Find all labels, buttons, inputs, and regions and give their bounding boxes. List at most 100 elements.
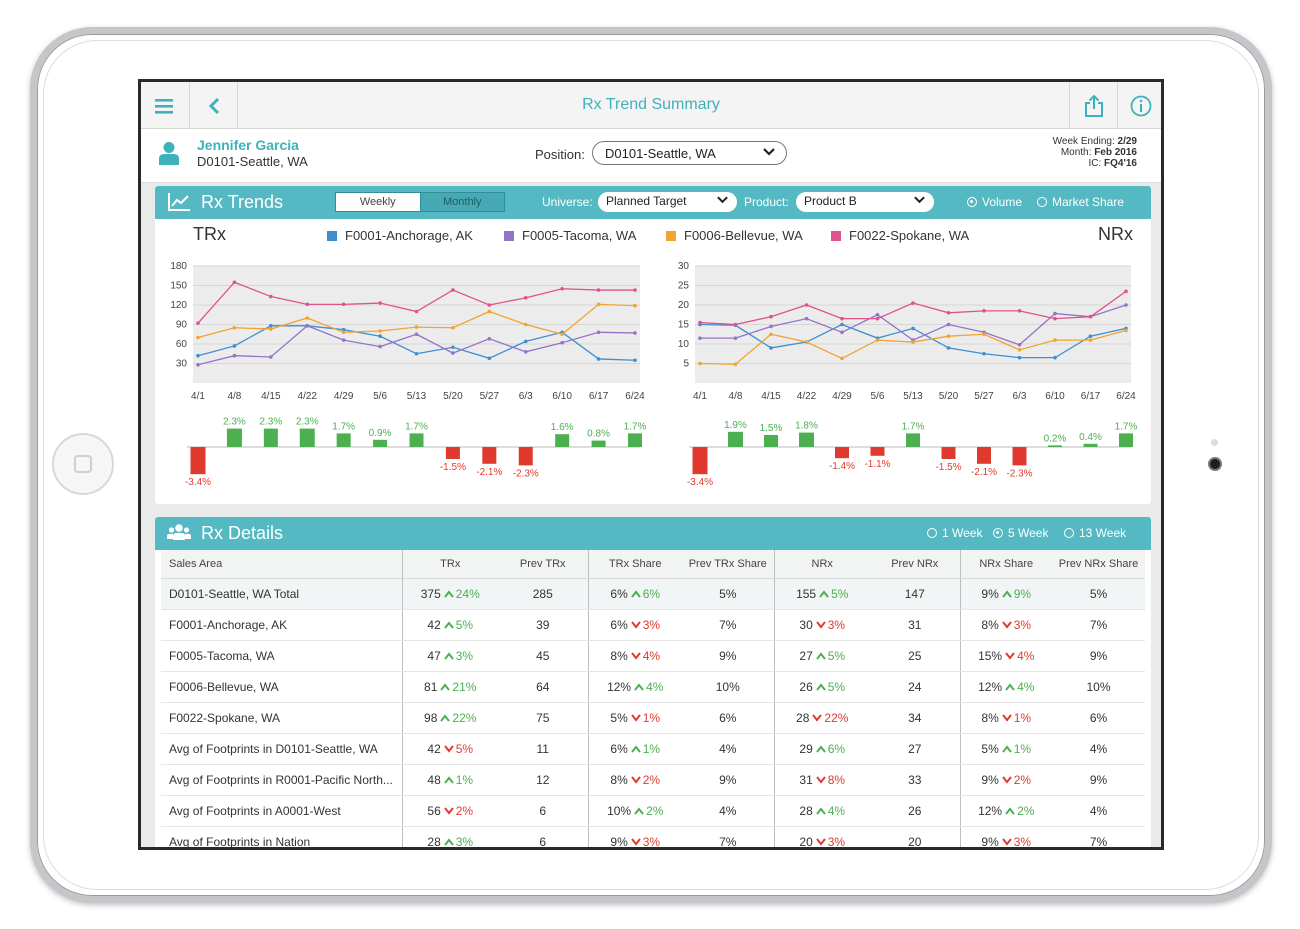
table-row[interactable]: F0001-Anchorage, AK 42 5% 39 6% 3% 7% 30 3% 31 8% 3… <box>161 609 1145 641</box>
universe-select[interactable]: Planned Target <box>598 192 737 212</box>
change-label: -1.1% <box>864 459 890 470</box>
x-tick-label: 6/3 <box>1013 391 1027 402</box>
change-label: 1.7% <box>624 421 647 432</box>
arrow-up-icon <box>815 682 826 694</box>
table-total-row[interactable]: D0101-Seattle, WA Total 375 24% 285 6% 6% 5% 15… <box>161 578 1145 610</box>
change-label: -3.4% <box>185 477 211 488</box>
universe-label: Universe: <box>542 195 593 209</box>
table-cell-prev-trx-share: 10% <box>682 671 775 703</box>
column-header[interactable]: Sales Area <box>161 550 403 579</box>
table-row[interactable]: F0022-Spokane, WA 98 22% 75 5% 1% 6% 28 22% 34 8% 1… <box>161 702 1145 734</box>
cell-value: 64 <box>536 679 550 694</box>
arrow-up-icon <box>443 837 454 848</box>
table-cell-trx: 28 3% <box>402 826 498 848</box>
market-share-radio[interactable]: Market Share <box>1037 195 1124 209</box>
cell-value: 285 <box>532 586 553 601</box>
x-tick-label: 5/20 <box>939 391 959 402</box>
table-row[interactable]: F0006-Bellevue, WA 81 21% 64 12% 4% 10% 26 5% 24 1… <box>161 671 1145 703</box>
change-bar-positive <box>764 435 778 447</box>
radio-1-week[interactable]: 1 Week <box>927 526 982 540</box>
table-cell-prev-trx-share: 4% <box>682 733 775 765</box>
x-tick-label: 5/27 <box>974 391 994 402</box>
monthly-tab[interactable]: Monthly <box>419 193 504 211</box>
cell-value: 9% <box>981 586 999 601</box>
table-cell-prev-nrx-share: 4% <box>1052 795 1145 827</box>
volume-radio[interactable]: Volume <box>967 195 1022 209</box>
share-button[interactable] <box>1070 82 1118 129</box>
radio-13-week[interactable]: 13 Week <box>1064 526 1126 540</box>
column-header[interactable]: Prev NRx <box>870 550 961 579</box>
table-cell-prev-trx-share: 7% <box>682 826 775 847</box>
y-tick-label: 180 <box>170 261 187 272</box>
table-cell-trx: 47 3% <box>402 640 498 672</box>
radio-5-week[interactable]: 5 Week <box>993 526 1048 540</box>
table-header-row: Sales Area TRx Prev TRx TRx Share Prev T… <box>161 550 1145 579</box>
position-select[interactable]: D0101-Seattle, WA <box>592 141 787 165</box>
product-value: Product B <box>804 194 857 208</box>
arrow-up-icon <box>440 682 451 694</box>
column-header[interactable]: Prev NRx Share <box>1052 550 1145 579</box>
home-button[interactable] <box>52 433 114 495</box>
x-tick-label: 4/22 <box>797 391 817 402</box>
arrow-up-icon <box>630 589 641 601</box>
table-row[interactable]: Avg of Footprints in D0101-Seattle, WA 42… <box>161 733 1145 765</box>
table-cell-prev-trx-share: 9% <box>682 764 775 796</box>
table-row[interactable]: Avg of Footprints in Nation 28 3% 6 9% 3% 7% 20… <box>161 826 1145 849</box>
column-header[interactable]: Prev TRx Share <box>682 550 775 579</box>
x-tick-label: 6/10 <box>1045 391 1065 402</box>
page-title: Rx Trend Summary <box>582 96 720 113</box>
info-button[interactable] <box>1117 82 1161 129</box>
table-cell-trx-share: 6% 1% <box>588 733 682 765</box>
arrow-down-icon <box>443 806 454 818</box>
data-point <box>414 332 419 337</box>
cell-value: 4% <box>1089 803 1108 818</box>
table-cell-area: F0006-Bellevue, WA <box>161 671 403 703</box>
change-value: 22% <box>452 710 477 725</box>
change-label: -1.5% <box>440 462 466 473</box>
y-tick-label: 90 <box>176 320 188 331</box>
x-tick-label: 6/24 <box>625 391 645 402</box>
change-bar-positive <box>409 433 424 447</box>
data-point <box>698 361 702 366</box>
change-bar-negative <box>1012 447 1027 466</box>
app-screen: Rx Trend Summary Jennifer Garcia D0101-S… <box>138 79 1164 850</box>
change-label: 2.3% <box>259 417 282 428</box>
arrow-down-icon <box>1001 775 1012 787</box>
cell-value: 6% <box>610 617 628 632</box>
column-header[interactable]: TRx <box>402 550 498 579</box>
column-header[interactable]: NRx <box>774 550 870 579</box>
back-button[interactable] <box>190 82 238 129</box>
change-value: 22% <box>824 710 849 725</box>
product-select[interactable]: Product B <box>796 192 934 212</box>
table-row[interactable]: Avg of Footprints in A0001-West 56 2% 6 10% 2… <box>161 795 1145 827</box>
change-value: 5% <box>455 741 474 756</box>
column-header[interactable]: Prev TRx <box>498 550 589 579</box>
x-tick-label: 5/27 <box>480 391 500 402</box>
change-value: 3% <box>1013 834 1032 849</box>
cell-value: 56 <box>427 803 441 818</box>
x-tick-label: 4/8 <box>227 391 241 402</box>
cell-value: 5% <box>1089 586 1108 601</box>
menu-button[interactable] <box>141 82 189 129</box>
radio-empty-icon <box>1037 197 1047 207</box>
change-bar-positive <box>299 428 315 447</box>
column-header[interactable]: TRx Share <box>588 550 682 579</box>
cell-value: 27 <box>908 741 922 756</box>
table-row[interactable]: F0005-Tacoma, WA 47 3% 45 8% 4% 9% 27 5% 25 15% 4% 9… <box>161 640 1145 672</box>
table-cell-trx-share: 9% 3% <box>588 826 682 847</box>
change-label: 2.3% <box>223 417 246 428</box>
change-label: -1.5% <box>935 462 961 473</box>
data-point <box>733 336 738 340</box>
arrow-up-icon <box>634 682 644 694</box>
table-cell-trx: 42 5% <box>402 733 498 765</box>
table-row[interactable]: Avg of Footprints in R0001-Pacific North… <box>161 764 1145 796</box>
column-header[interactable]: NRx Share <box>960 550 1052 579</box>
weekly-tab[interactable]: Weekly <box>336 193 420 211</box>
cell-value: 6% <box>719 710 737 725</box>
data-point <box>414 309 419 314</box>
cell-value: Avg of Footprints in A0001-West <box>169 803 341 818</box>
data-point <box>982 309 986 313</box>
rx-trends-panel: Rx Trends Weekly Monthly Universe: Plann… <box>155 186 1151 504</box>
cell-value: F0006-Bellevue, WA <box>169 679 279 694</box>
table-cell-prev-trx-share: 5% <box>682 578 775 610</box>
